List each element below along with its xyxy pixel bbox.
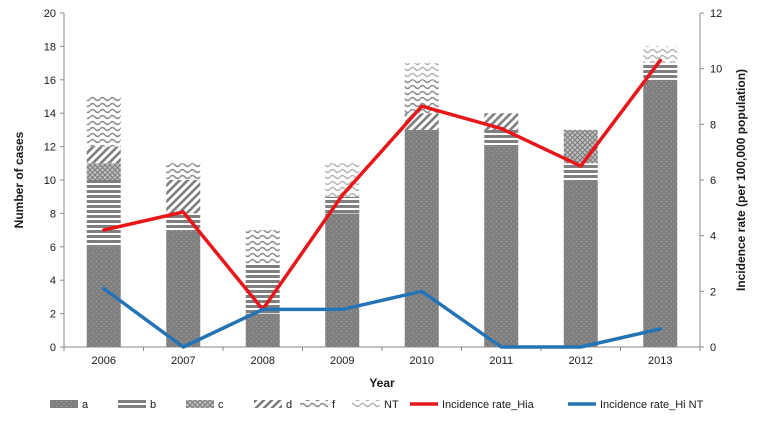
bar-segment-nt <box>404 63 439 80</box>
bar-segment-b <box>86 180 121 247</box>
y-tick-label: 4 <box>50 275 56 287</box>
bar-segment-b <box>643 63 678 80</box>
y-tick-label: 20 <box>44 8 56 20</box>
legend-label: b <box>150 399 156 411</box>
bar-segment-b <box>166 213 201 231</box>
legend-swatch-f <box>300 400 328 408</box>
y2-tick-label: 12 <box>710 8 722 20</box>
legend-label: NT <box>384 399 399 411</box>
x-tick-label: 2008 <box>251 355 275 367</box>
y-axis-left-ticks: 0 2 4 6 8 10 12 14 16 18 20 <box>44 8 64 354</box>
bar-segment-b <box>245 263 280 314</box>
legend-swatch-d <box>254 400 282 408</box>
legend-label: c <box>218 399 224 411</box>
bar-segment-c <box>86 163 121 180</box>
bar-segment-d <box>166 180 201 214</box>
legend-label: Incidence rate_Hi NT <box>600 399 704 411</box>
legend-label: Incidence rate_Hia <box>442 399 535 411</box>
bar-segment-a <box>245 313 280 347</box>
legend-swatch-c <box>186 400 214 408</box>
x-tick-label: 2012 <box>569 355 593 367</box>
x-tick-label: 2006 <box>92 355 116 367</box>
legend-label: a <box>82 399 89 411</box>
y-tick-label: 2 <box>50 309 56 321</box>
series-line-hi-nt <box>102 286 662 349</box>
legend: a b c d f NT Incidence rate_Hia Incidence rate_… <box>50 399 704 411</box>
y-tick-label: 6 <box>50 242 56 254</box>
y2-tick-label: 4 <box>710 231 716 243</box>
bar-segment-a <box>643 79 678 348</box>
y2-tick-label: 6 <box>710 175 716 187</box>
x-tick-label: 2007 <box>171 355 195 367</box>
x-axis-title: Year <box>369 376 395 390</box>
legend-swatch-b <box>118 400 146 408</box>
x-tick-label: 2009 <box>330 355 354 367</box>
y-tick-label: 0 <box>50 342 56 354</box>
bar-segment-f <box>86 96 121 147</box>
legend-swatch-a <box>50 400 78 408</box>
y2-tick-label: 2 <box>710 286 716 298</box>
legend-label: d <box>286 399 292 411</box>
y2-tick-label: 8 <box>710 119 716 131</box>
y-axis-left-title: Number of cases <box>12 131 26 228</box>
bar-segment-a <box>325 213 360 347</box>
y-tick-label: 18 <box>44 41 56 53</box>
bar-segment-a <box>166 230 201 347</box>
y-tick-label: 14 <box>44 108 56 120</box>
bar-segment-f <box>245 230 280 264</box>
x-tick-label: 2013 <box>648 355 672 367</box>
y-tick-label: 8 <box>50 208 56 220</box>
y2-tick-label: 10 <box>710 64 722 76</box>
bar-segment-b <box>563 163 598 180</box>
y-tick-label: 10 <box>44 175 56 187</box>
bar-segment-f <box>166 163 201 180</box>
y2-tick-label: 0 <box>710 342 716 354</box>
series-line-hia <box>102 58 662 312</box>
bar-segment-c <box>563 129 598 164</box>
axes <box>63 13 701 348</box>
legend-label: f <box>332 399 336 411</box>
y-axis-right-title: Incidence rate (per 100,000 population) <box>734 69 748 291</box>
y-tick-label: 16 <box>44 75 56 87</box>
bar-segment-a <box>404 129 439 347</box>
x-axis-ticks: 2006 2007 2008 2009 2010 2011 2012 2013 <box>63 347 701 367</box>
bar-segment-d <box>86 146 121 164</box>
legend-swatch-nt <box>352 400 380 408</box>
y-axis-right-ticks: 0 2 4 6 8 10 12 <box>700 8 722 354</box>
y-tick-label: 12 <box>44 142 56 154</box>
bar-segment-nt <box>643 46 678 64</box>
bar-segment-a <box>484 146 519 347</box>
x-tick-label: 2011 <box>489 355 513 367</box>
incidence-lines <box>102 58 662 349</box>
bar-segment-a <box>563 180 598 347</box>
x-tick-label: 2010 <box>410 355 434 367</box>
